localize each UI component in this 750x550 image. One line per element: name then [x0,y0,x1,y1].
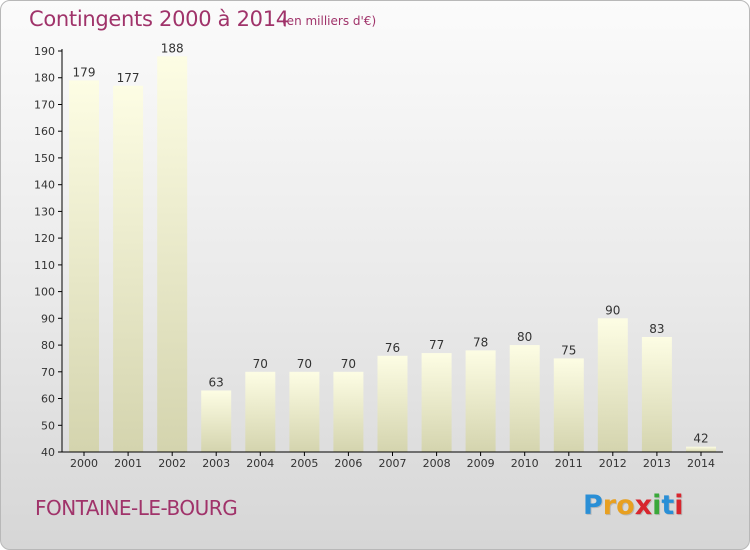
y-tick-label: 40 [41,446,55,459]
data-label: 70 [253,357,268,371]
logo-letter: o [616,490,635,521]
bar-2009 [465,350,496,452]
y-tick-label: 120 [34,232,55,245]
bar-2002 [157,56,188,453]
y-tick-label: 190 [34,45,55,58]
bar-2007 [377,355,408,452]
y-tick-label: 180 [34,72,55,85]
x-tick-label: 2011 [555,457,583,470]
x-tick-label: 2003 [202,457,230,470]
logo-letter: i [674,490,684,521]
commune-name: FONTAINE-LE-BOURG [35,496,238,520]
y-tick-label: 160 [34,125,55,138]
y-tick-label: 130 [34,205,55,218]
data-label: 188 [161,41,184,55]
x-tick-label: 2008 [423,457,451,470]
x-tick-label: 2000 [70,457,98,470]
bar-2011 [553,358,584,452]
x-tick-label: 2010 [511,457,539,470]
y-tick-label: 60 [41,393,55,406]
data-label: 80 [517,330,532,344]
bar-2001 [113,85,144,453]
x-tick-label: 2013 [643,457,671,470]
x-tick-label: 2009 [467,457,495,470]
logo-letter: t [661,490,675,521]
logo-letter: P [583,490,603,521]
y-tick-label: 100 [34,286,55,299]
y-tick-label: 110 [34,259,55,272]
data-label: 42 [693,432,708,446]
y-tick-label: 90 [41,312,55,325]
logo-letter: i [652,490,662,521]
bars-group: 179 177 188 63 70 70 70 76 77 78 80 75 90 83 42 [69,41,716,453]
data-label: 90 [605,303,620,317]
y-tick-label: 50 [41,419,55,432]
x-tick-label: 2006 [334,457,362,470]
x-tick-label: 2005 [290,457,318,470]
y-tick-label: 150 [34,152,55,165]
data-label: 70 [297,357,312,371]
x-tick-label: 2002 [158,457,186,470]
bar-2010 [509,345,540,452]
x-tick-label: 2007 [379,457,407,470]
x-tick-label: 2001 [114,457,142,470]
data-label: 63 [209,376,224,390]
data-label: 75 [561,343,576,357]
proxiti-logo[interactable]: Proxiti [583,490,684,521]
chart-subtitle: (en milliers d'€) [282,14,377,28]
chart-title: Contingents 2000 à 2014 [29,7,289,31]
data-label: 78 [473,335,488,349]
bar-2000 [69,80,99,453]
y-tick-label: 170 [34,99,55,112]
y-tick-label: 140 [34,179,55,192]
y-tick-label: 70 [41,366,55,379]
data-label: 70 [341,357,356,371]
data-label: 77 [429,338,444,352]
data-label: 83 [649,322,664,336]
bar-2012 [597,318,628,452]
bar-2008 [421,353,452,452]
x-tick-label: 2012 [599,457,627,470]
bar-2003 [201,390,232,452]
x-tick-label: 2014 [687,457,715,470]
data-label: 179 [73,65,96,79]
data-label: 177 [117,71,140,85]
axes-group: 2000 2001 2002 2003 2004 2005 2006 2007 2008 2009… [34,45,723,470]
bar-2006 [333,371,364,452]
bar-2005 [289,371,320,452]
x-tick-label: 2004 [246,457,274,470]
data-label: 76 [385,341,400,355]
bar-2013 [641,337,672,452]
bar-2014 [686,446,716,452]
logo-letter: r [602,490,617,521]
bar-2004 [245,371,276,452]
logo-letter: x [634,490,653,521]
y-tick-label: 80 [41,339,55,352]
